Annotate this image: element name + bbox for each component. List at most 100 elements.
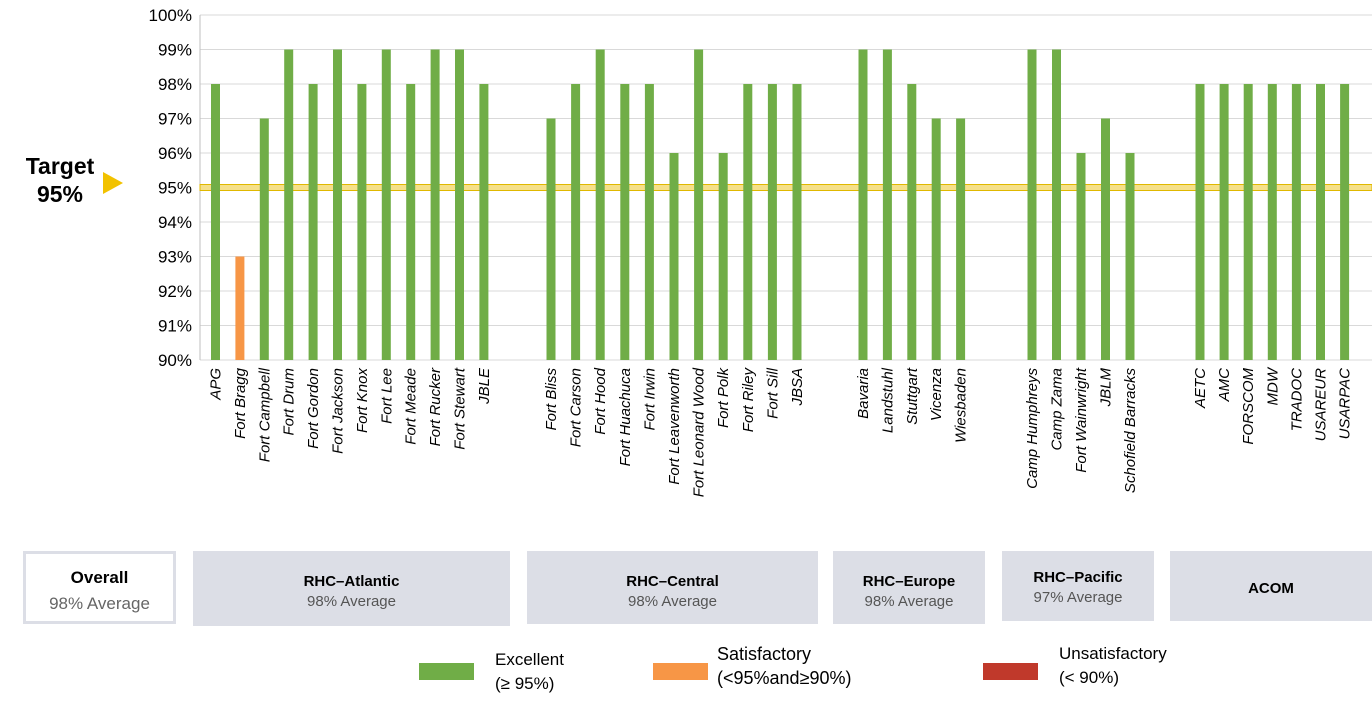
x-tick-label: USAREUR [1313, 368, 1330, 442]
x-tick-label: Fort Sill [764, 367, 781, 419]
bar [882, 49, 892, 360]
y-tick-label: 97% [158, 110, 192, 129]
bar [1243, 84, 1253, 360]
y-tick-label: 90% [158, 351, 192, 370]
legend-text: Unsatisfactory (< 90%) [1059, 642, 1167, 690]
x-tick-label: Fort Gordon [305, 368, 322, 449]
x-tick-label: Fort Drum [281, 368, 298, 436]
x-tick-label: Fort Rucker [427, 367, 444, 446]
bar [644, 84, 654, 360]
legend-text: Excellent (≥ 95%) [495, 648, 564, 696]
x-tick-label: Landstuhl [879, 367, 896, 433]
x-tick-label: Bavaria [855, 368, 872, 419]
group-name: RHC–Central [626, 573, 719, 590]
y-tick-label: 96% [158, 144, 192, 163]
bar [792, 84, 802, 360]
group-average: 97% Average [1033, 589, 1123, 606]
group-box-acom: ACOM [1170, 551, 1372, 621]
bar [956, 118, 966, 360]
x-tick-label: Schofield Barracks [1122, 368, 1139, 494]
bar [1267, 84, 1277, 360]
bar [1027, 49, 1037, 360]
bar [669, 153, 679, 360]
bar [595, 49, 605, 360]
bar [381, 49, 391, 360]
overall-box: Overall 98% Average [23, 551, 176, 624]
legend-text: Satisfactory (<95%and≥90%) [717, 642, 851, 690]
x-tick-label: JBLE [476, 367, 493, 405]
target-line [199, 184, 1372, 191]
bar [931, 118, 941, 360]
x-tick-label: Fort Leavenworth [666, 368, 683, 485]
x-tick-label: JBSA [789, 368, 806, 407]
bar [1219, 84, 1229, 360]
group-name: RHC–Atlantic [303, 573, 400, 590]
x-tick-label: AETC [1192, 368, 1209, 409]
bar [694, 49, 704, 360]
y-tick-label: 98% [158, 75, 192, 94]
x-tick-label: Fort Jackson [330, 368, 347, 454]
y-tick-label: 94% [158, 213, 192, 232]
bar [767, 84, 777, 360]
x-tick-label: Fort Bliss [543, 368, 560, 431]
y-tick-label: 92% [158, 282, 192, 301]
bar [907, 84, 917, 360]
bar [858, 49, 868, 360]
bar [1340, 84, 1350, 360]
overall-label: Overall [70, 568, 129, 587]
group-name: RHC–Europe [862, 573, 956, 590]
bar [308, 84, 318, 360]
target-title: Target [25, 153, 95, 179]
bar [1076, 153, 1086, 360]
x-tick-label: Camp Zama [1049, 368, 1066, 451]
x-tick-label: Fort Leonard Wood [691, 367, 708, 497]
x-tick-label: APG [208, 368, 225, 401]
x-tick-label: Fort Polk [715, 367, 732, 429]
x-tick-label: FORSCOM [1240, 368, 1257, 445]
x-tick-label: Stuttgart [904, 367, 921, 425]
x-tick-label: Fort Knox [354, 368, 371, 434]
y-tick-label: 100% [149, 6, 192, 25]
bars [211, 49, 1350, 360]
group-average: 98% Average [864, 593, 954, 610]
x-tick-label: Fort Bragg [232, 367, 249, 439]
y-tick-label: 91% [158, 317, 192, 336]
target-label: Target 95% [20, 152, 100, 208]
group-box-pacific: RHC–Pacific 97% Average [1002, 551, 1154, 621]
legend-swatch-unsatisfactory [983, 663, 1038, 680]
x-tick-label: TRADOC [1288, 368, 1305, 432]
bar [546, 118, 556, 360]
overall-average: 98% Average [49, 594, 150, 613]
bar [479, 84, 489, 360]
y-tick-label: 93% [158, 248, 192, 267]
group-box-atlantic: RHC–Atlantic 98% Average [193, 551, 510, 626]
legend-label: Unsatisfactory [1059, 644, 1167, 663]
target-value: 95% [36, 181, 84, 207]
bar [1291, 84, 1301, 360]
group-average: 98% Average [307, 593, 396, 610]
x-axis-labels: APG Fort Bragg Fort Campbell Fort Drum Fort … [208, 366, 1354, 497]
bar [1101, 118, 1110, 360]
group-box-central: RHC–Central 98% Average [527, 551, 818, 624]
x-tick-label: Fort Carson [568, 368, 585, 447]
bar [620, 84, 630, 360]
x-tick-label: Fort Riley [740, 367, 757, 433]
x-tick-label: Wiesbaden [953, 368, 970, 443]
bar [571, 84, 581, 360]
x-tick-label: Fort Lee [378, 368, 395, 424]
legend-range: (<95%and≥90%) [717, 668, 852, 688]
bar [430, 49, 440, 360]
bar [718, 153, 728, 360]
legend-label: Excellent [495, 650, 564, 669]
bar [743, 84, 753, 360]
bar [211, 84, 220, 360]
y-axis-ticks: 90% 91% 92% 93% 94% 95% 96% 97% 98% 99% 100% [149, 6, 192, 370]
x-tick-label: MDW [1264, 366, 1281, 405]
bar [235, 256, 245, 360]
target-arrow-icon [103, 172, 123, 194]
bar [1316, 84, 1325, 360]
x-tick-label: Fort Campbell [256, 367, 273, 462]
bar [284, 49, 294, 360]
group-name: ACOM [1248, 580, 1294, 597]
